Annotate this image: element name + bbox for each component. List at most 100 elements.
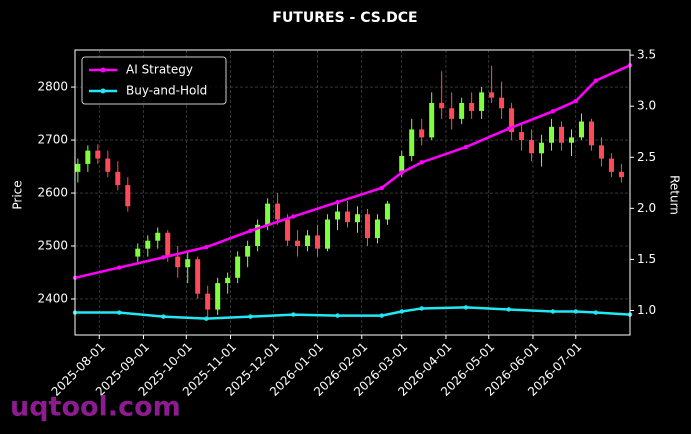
candle-body [335,211,341,220]
candle-body [429,102,435,138]
y2-tick-label: 1.5 [637,252,656,266]
line-series [74,64,631,280]
legend-box [81,56,227,105]
candle-body [539,142,545,154]
candle-body [245,246,251,257]
candle-body [205,293,211,310]
line-marker [379,185,384,191]
line-marker [419,160,424,165]
candle-body [305,235,311,247]
watermark: uqtool.com [10,392,181,423]
line-marker [463,144,469,150]
candle-body [275,203,281,220]
candle-body [315,235,321,249]
candle-body [75,163,81,172]
candle-body [598,145,604,159]
candle-body [255,224,261,247]
legend-marker [100,67,106,73]
candle-body [374,219,380,239]
candle-body [509,108,515,133]
candle-body [419,129,425,138]
candle-body [439,102,445,109]
candle-body [325,219,331,249]
legend-label: Buy-and-Hold [126,84,207,98]
candle-body [569,137,575,143]
candle-body [265,203,271,225]
y2-tick-label: 2.0 [637,201,656,215]
candle-body [529,140,535,154]
y-tick-label: 2400 [37,291,68,305]
candle-body [165,232,171,257]
line-marker [550,309,556,314]
candle-body [155,232,161,241]
y-tick-label: 2500 [37,239,68,253]
line-marker [573,98,578,104]
candle-body [399,155,405,172]
candle-body [125,185,131,207]
line-marker [379,313,384,318]
candle-body [479,92,485,111]
line-marker [550,109,556,114]
candle-body [549,126,555,143]
plot-frame [74,49,631,336]
y-tick-label: 2700 [37,133,68,147]
line-marker [419,306,424,311]
candle-body [295,240,301,247]
legend-marker [100,88,106,94]
chart-title: FUTURES - CS.DCE [272,10,417,26]
line-marker [248,314,253,319]
y2-tick-label: 2.5 [637,150,656,164]
candle-body [459,102,465,119]
y2-tick-label: 1.0 [637,303,656,317]
line-marker [117,310,122,315]
line-marker [291,214,296,219]
candle-body [409,129,415,156]
candle-body [608,158,614,172]
line-marker [117,265,122,270]
line-marker [593,310,598,315]
candle-body [105,158,111,172]
candle-body [499,97,505,109]
line-marker [506,307,511,312]
candle-body [354,214,360,223]
candle-body [115,171,121,186]
y-tick-label: 2600 [37,186,68,200]
candle-body [85,150,91,164]
candle-body [195,259,201,294]
candle-body [469,102,475,111]
legend-label: AI Strategy [126,63,193,77]
line-marker [463,305,469,310]
line-marker [399,170,404,175]
candle-body [519,132,525,141]
candle-body [145,240,151,249]
line-marker [161,255,166,260]
candle-body [364,214,370,239]
candle-body [588,121,594,146]
line-marker [399,309,404,314]
candle-body [384,203,390,220]
line-marker [335,200,340,205]
y2-tick-label: 3.0 [637,99,656,113]
y2-axis-label: Return [668,175,682,215]
candle-body [345,211,351,223]
line-marker [161,314,166,319]
line-marker [291,312,296,317]
candle-body [235,256,241,278]
line-marker [506,126,511,131]
line-marker [335,313,340,318]
candle-body [225,277,231,284]
candle-body [578,121,584,138]
candle-body [215,283,221,310]
candle-body [95,150,101,159]
candle-body [185,259,191,268]
line-marker [204,244,209,250]
candle-body [175,256,181,268]
line-marker [573,309,578,314]
line-marker [593,78,598,83]
line-series [75,306,631,320]
candle-body [489,92,495,98]
y-tick-label: 2800 [37,80,68,94]
candle-body [285,219,291,241]
candle-body [559,126,565,143]
